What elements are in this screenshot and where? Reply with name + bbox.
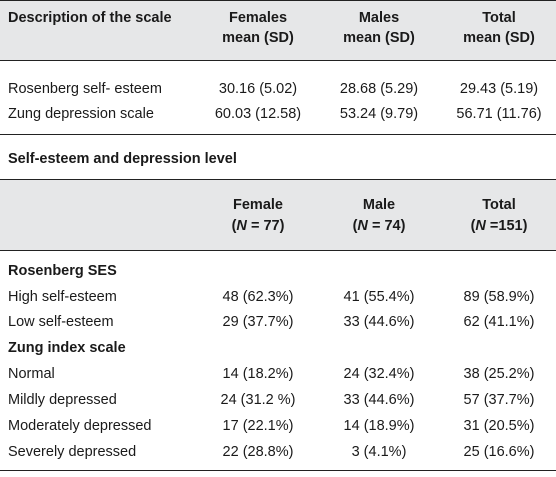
table2-col-male: Male (362, 197, 396, 213)
table2-col-female-n: (N = 77) (231, 218, 285, 234)
table2-bottom-rule (0, 470, 556, 471)
table2-cell-male: 41 (55.4%) (343, 289, 415, 305)
table2-cell-male: 14 (18.9%) (343, 418, 415, 434)
table1-top-rule (0, 0, 556, 1)
table1-col-females-line2: mean (SD) (222, 30, 294, 46)
table1-row-label: Zung depression scale (8, 106, 154, 122)
table1-header-band (0, 0, 556, 60)
table1-col-total-line2: mean (SD) (463, 30, 535, 46)
table2-cell-female: 48 (62.3%) (222, 289, 294, 305)
table1-cell-total: 56.71 (11.76) (456, 106, 542, 122)
table2-col-total: Total (482, 197, 516, 213)
table2-cell-female: 14 (18.2%) (222, 366, 294, 382)
table2-cell-male: 24 (32.4%) (343, 366, 415, 382)
table1-col-males-line2: mean (SD) (343, 30, 415, 46)
table2-row-label: Moderately depressed (8, 418, 152, 434)
table2-cell-male: 33 (44.6%) (343, 392, 415, 408)
table2-col-male-n: (N = 74) (352, 218, 406, 234)
table2-top-rule (0, 179, 556, 180)
table2-cell-total: 57 (37.7%) (463, 392, 535, 408)
table2-group-title: Rosenberg SES (8, 263, 117, 279)
table2-cell-total: 25 (16.6%) (463, 444, 535, 460)
table2-row-label: High self-esteem (8, 289, 117, 305)
table2-col-female: Female (233, 197, 283, 213)
table2-cell-total: 62 (41.1%) (463, 314, 535, 330)
table2-cell-total: 31 (20.5%) (463, 418, 535, 434)
table2-cell-female: 29 (37.7%) (222, 314, 294, 330)
table2-cell-female: 22 (28.8%) (222, 444, 294, 460)
table2-cell-male: 33 (44.6%) (343, 314, 415, 330)
table2-col-total-n: (N =151) (470, 218, 528, 234)
table2-cell-male: 3 (4.1%) (351, 444, 407, 460)
table1-col-total-line1: Total (482, 10, 516, 26)
table1-col-males-line1: Males (358, 10, 400, 26)
table2-cell-female: 24 (31.2 %) (220, 392, 296, 408)
table2-row-label: Severely depressed (8, 444, 137, 460)
table2-cell-female: 17 (22.1%) (222, 418, 294, 434)
table2-row-label: Normal (8, 366, 55, 382)
table1-col-females-line1: Females (228, 10, 288, 26)
table1-cell-females: 30.16 (5.02) (218, 81, 298, 97)
table1-cell-males: 28.68 (5.29) (339, 81, 419, 97)
table2-cell-total: 89 (58.9%) (463, 289, 535, 305)
table2-header-band (0, 180, 556, 250)
table1-bottom-rule (0, 134, 556, 135)
table1-cell-males: 53.24 (9.79) (339, 106, 419, 122)
table2-group-title: Zung index scale (8, 340, 126, 356)
table2-header-rule (0, 250, 556, 251)
table1-cell-total: 29.43 (5.19) (459, 81, 539, 97)
section-title: Self-esteem and depression level (8, 151, 237, 167)
table2-row-label: Low self-esteem (8, 314, 114, 330)
table2-row-label: Mildly depressed (8, 392, 117, 408)
table2-cell-total: 38 (25.2%) (463, 366, 535, 382)
table1-row-label: Rosenberg self- esteem (8, 81, 162, 97)
table1-header-rule (0, 60, 556, 61)
table1-col-description: Description of the scale (8, 10, 172, 26)
table1-cell-females: 60.03 (12.58) (214, 106, 302, 122)
